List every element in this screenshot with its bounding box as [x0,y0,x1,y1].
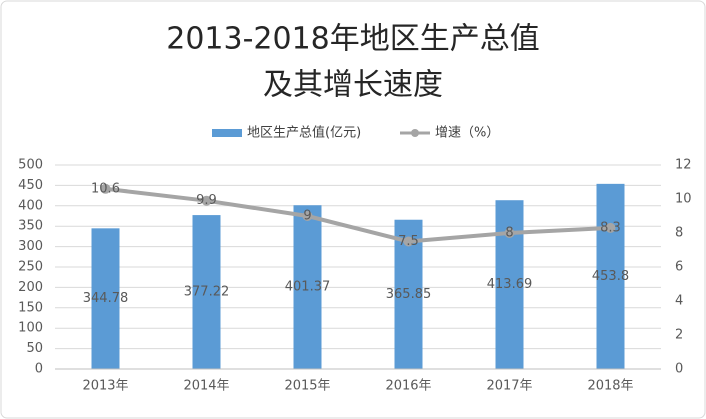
chart-title: 及其增长速度 [263,68,443,103]
data-label: 9 [303,209,311,224]
y-tick-label: 400 [18,198,43,213]
y-tick-label: 300 [18,239,43,254]
line-point [302,211,313,221]
y2-tick-label: 12 [675,158,692,173]
legend-label: 增速（%） [435,126,499,141]
y2-tick-label: 6 [675,260,683,275]
line [105,186,611,244]
data-label: 377.22 [184,285,230,300]
data-label: 7.5 [398,234,419,249]
legend-swatch [411,129,419,137]
y-tick-label: 500 [18,158,43,173]
data-label: 9.9 [196,193,217,208]
y-tick-label: 150 [18,300,43,315]
y-tick-label: 450 [18,178,43,193]
data-label: 413.69 [487,277,533,292]
y-tick-label: 200 [18,280,43,295]
data-label: 453.8 [592,269,629,284]
chart-title: 2013-2018年地区生产总值 [166,22,540,57]
data-label: 344.78 [83,291,129,306]
data-label: 365.85 [386,287,432,302]
y-tick-label: 250 [18,260,43,275]
legend-label: 地区生产总值(亿元) [247,125,361,141]
bar [91,228,120,369]
legend-swatch [212,129,242,137]
y2-tick-label: 8 [675,226,683,241]
line-point [504,228,515,238]
x-tick-label: 2018年 [587,379,633,394]
data-label: 10.6 [91,181,120,196]
y-tick-label: 100 [18,321,43,336]
x-tick-label: 2014年 [183,379,229,394]
y2-tick-label: 2 [675,328,683,343]
y2-tick-label: 0 [675,362,683,377]
data-label: 8 [505,226,513,241]
line-point [605,222,616,233]
y2-tick-label: 4 [675,294,683,309]
x-tick-label: 2017年 [486,379,532,394]
x-tick-label: 2016年 [385,379,431,394]
x-tick-label: 2013年 [82,379,128,394]
bar [293,205,322,369]
data-label: 8.3 [600,220,621,235]
bar [192,215,221,369]
bar [596,183,625,369]
line-point [201,195,212,206]
y-tick-label: 350 [18,219,43,234]
y2-tick-label: 10 [675,192,692,207]
y-tick-label: 50 [26,341,43,356]
x-tick-label: 2015年 [284,379,330,394]
line-point [403,236,414,247]
data-label: 401.37 [285,280,331,295]
y-tick-label: 0 [35,362,43,377]
line-point [100,183,111,194]
